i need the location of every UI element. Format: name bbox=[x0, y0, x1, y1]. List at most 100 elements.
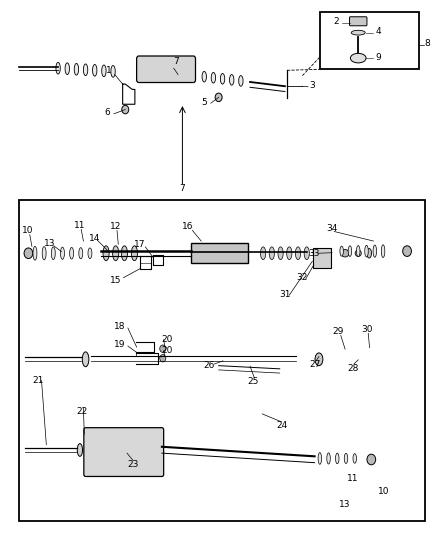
Ellipse shape bbox=[350, 53, 365, 63]
Ellipse shape bbox=[121, 246, 127, 261]
Ellipse shape bbox=[352, 454, 356, 463]
Bar bbox=[19, 200, 424, 521]
Text: 11: 11 bbox=[346, 474, 358, 483]
Ellipse shape bbox=[347, 246, 351, 256]
Ellipse shape bbox=[33, 246, 37, 260]
Circle shape bbox=[121, 106, 128, 114]
Text: 16: 16 bbox=[182, 222, 194, 231]
Text: 26: 26 bbox=[203, 361, 214, 370]
Ellipse shape bbox=[238, 76, 243, 86]
Ellipse shape bbox=[92, 64, 97, 76]
Text: 10: 10 bbox=[377, 487, 389, 496]
Circle shape bbox=[159, 345, 166, 352]
Bar bbox=[191, 243, 247, 263]
FancyBboxPatch shape bbox=[136, 56, 195, 83]
Text: 24: 24 bbox=[276, 421, 287, 430]
Ellipse shape bbox=[286, 247, 291, 260]
Ellipse shape bbox=[354, 250, 360, 256]
Text: 29: 29 bbox=[331, 327, 343, 336]
Ellipse shape bbox=[74, 63, 78, 75]
Text: 20: 20 bbox=[161, 346, 173, 355]
Ellipse shape bbox=[340, 249, 348, 257]
Ellipse shape bbox=[326, 453, 329, 464]
Ellipse shape bbox=[356, 246, 359, 257]
Circle shape bbox=[402, 246, 410, 256]
Text: 3: 3 bbox=[308, 82, 314, 91]
Text: 33: 33 bbox=[307, 249, 319, 258]
Ellipse shape bbox=[211, 72, 215, 83]
Bar bbox=[313, 248, 330, 268]
Ellipse shape bbox=[131, 246, 137, 261]
Text: 14: 14 bbox=[88, 234, 100, 243]
Text: 20: 20 bbox=[161, 335, 173, 344]
Text: 22: 22 bbox=[76, 407, 87, 416]
Text: 18: 18 bbox=[114, 322, 126, 331]
Circle shape bbox=[215, 93, 222, 102]
Ellipse shape bbox=[260, 247, 265, 260]
Text: 5: 5 bbox=[201, 98, 207, 107]
Ellipse shape bbox=[103, 246, 109, 261]
Text: 34: 34 bbox=[325, 224, 337, 233]
Text: 2: 2 bbox=[333, 17, 339, 26]
Circle shape bbox=[159, 354, 166, 362]
Text: 13: 13 bbox=[43, 239, 55, 248]
Text: 1: 1 bbox=[105, 67, 111, 76]
Ellipse shape bbox=[229, 75, 233, 85]
Bar bbox=[319, 12, 418, 69]
Ellipse shape bbox=[343, 454, 347, 464]
Text: 13: 13 bbox=[338, 499, 349, 508]
Text: 7: 7 bbox=[179, 184, 185, 193]
Ellipse shape bbox=[60, 247, 64, 260]
Ellipse shape bbox=[335, 453, 338, 464]
Text: 6: 6 bbox=[104, 108, 110, 117]
Ellipse shape bbox=[350, 30, 364, 35]
Text: 30: 30 bbox=[360, 325, 372, 334]
Text: 11: 11 bbox=[74, 221, 85, 230]
Text: 7: 7 bbox=[173, 57, 178, 66]
Ellipse shape bbox=[77, 443, 82, 456]
Text: 4: 4 bbox=[374, 27, 380, 36]
Ellipse shape bbox=[88, 248, 92, 259]
Text: 31: 31 bbox=[279, 289, 290, 298]
Text: 17: 17 bbox=[134, 240, 145, 249]
Text: 9: 9 bbox=[374, 53, 380, 62]
Ellipse shape bbox=[56, 62, 60, 74]
Text: 19: 19 bbox=[114, 341, 126, 350]
FancyBboxPatch shape bbox=[84, 427, 163, 477]
Ellipse shape bbox=[314, 353, 322, 366]
Ellipse shape bbox=[268, 247, 274, 260]
Text: 10: 10 bbox=[22, 226, 33, 235]
Ellipse shape bbox=[42, 247, 46, 260]
Ellipse shape bbox=[113, 246, 118, 261]
Ellipse shape bbox=[102, 65, 106, 77]
Ellipse shape bbox=[318, 453, 321, 464]
FancyBboxPatch shape bbox=[349, 17, 366, 26]
Ellipse shape bbox=[82, 352, 88, 367]
Ellipse shape bbox=[65, 63, 69, 75]
Ellipse shape bbox=[304, 247, 309, 260]
Text: 23: 23 bbox=[127, 461, 138, 469]
Ellipse shape bbox=[381, 245, 384, 257]
Text: 12: 12 bbox=[110, 222, 121, 231]
Ellipse shape bbox=[111, 66, 115, 77]
Ellipse shape bbox=[295, 247, 300, 260]
Ellipse shape bbox=[364, 245, 367, 257]
Text: 8: 8 bbox=[424, 39, 429, 49]
Ellipse shape bbox=[366, 248, 371, 258]
Ellipse shape bbox=[51, 247, 55, 260]
Circle shape bbox=[366, 454, 375, 465]
Ellipse shape bbox=[79, 248, 82, 259]
Text: 32: 32 bbox=[295, 273, 307, 282]
Ellipse shape bbox=[70, 247, 74, 259]
Ellipse shape bbox=[277, 247, 283, 260]
Ellipse shape bbox=[83, 64, 88, 76]
Text: 25: 25 bbox=[247, 376, 258, 385]
Ellipse shape bbox=[339, 246, 343, 256]
Text: 15: 15 bbox=[110, 276, 121, 285]
Text: 27: 27 bbox=[308, 360, 320, 368]
Text: 28: 28 bbox=[346, 364, 358, 373]
Circle shape bbox=[24, 248, 33, 259]
Ellipse shape bbox=[220, 74, 224, 84]
Ellipse shape bbox=[201, 71, 206, 82]
Text: 21: 21 bbox=[32, 376, 43, 385]
